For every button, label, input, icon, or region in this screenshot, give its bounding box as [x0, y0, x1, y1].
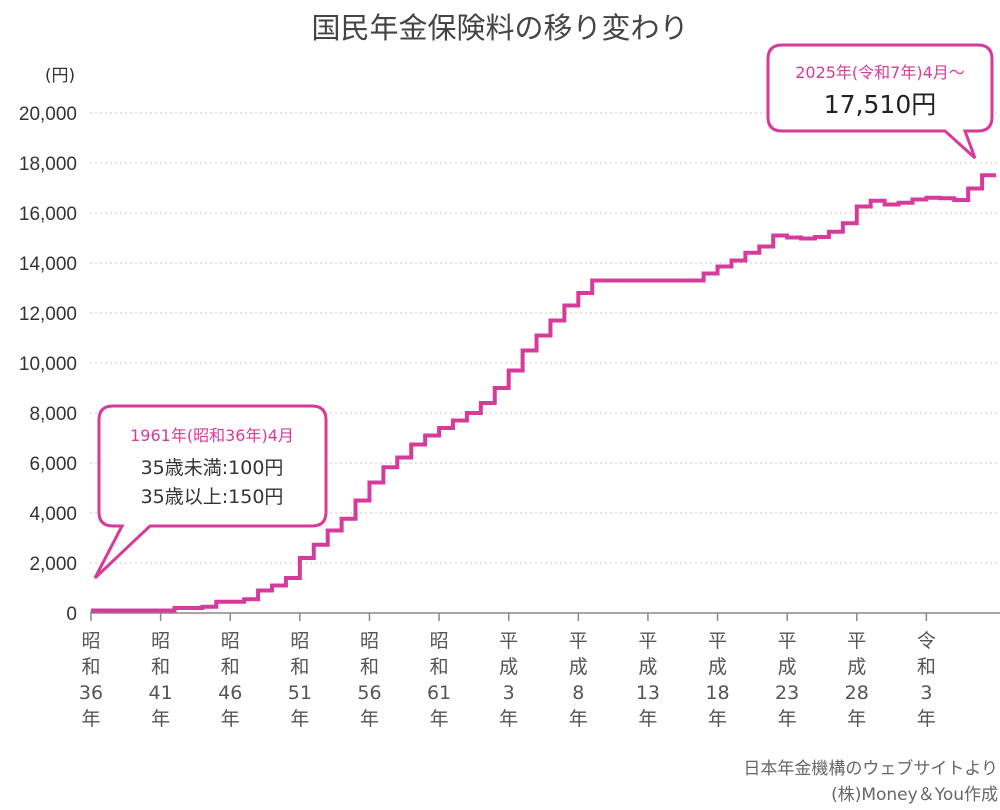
x-tick-label: 昭和 61 年: [427, 630, 451, 730]
x-tick-label-part: 令: [917, 630, 936, 652]
y-tick-label: 4,000: [29, 504, 77, 525]
x-tick-label-part: 年: [917, 708, 936, 730]
x-tick-label-part: 年: [151, 708, 170, 730]
x-tick-label-part: 平: [569, 630, 588, 652]
x-tick-label: 平成 18 年: [705, 630, 729, 730]
y-tick-label: 2,000: [29, 554, 77, 575]
y-tick-label: 20,000: [19, 104, 77, 125]
x-tick-label: 昭和 51 年: [288, 630, 312, 730]
x-tick-label-part: 23: [775, 682, 799, 704]
x-tick-label-part: 年: [81, 708, 100, 730]
y-tick-label: 12,000: [19, 304, 77, 325]
x-tick-label-part: 3: [503, 682, 515, 704]
callout-end: 2025年(令和7年)4月〜 17,510円: [766, 43, 994, 160]
y-tick-label: 8,000: [29, 404, 77, 425]
x-tick-label-part: 13: [636, 682, 660, 704]
y-tick-label: 10,000: [19, 354, 77, 375]
x-tick-label-part: 和: [290, 656, 309, 678]
x-tick-label-part: 3: [920, 682, 932, 704]
callout-start-bubble: [93, 404, 328, 580]
x-tick-label: 平成 3 年: [499, 630, 518, 730]
x-tick-label-part: 和: [430, 656, 449, 678]
callout-end-value: 17,510円: [824, 90, 936, 119]
x-tick-label: 昭和 36 年: [79, 630, 103, 730]
x-tick-label-part: 平: [708, 630, 727, 652]
source-line-1: 日本年金機構のウェブサイトより: [743, 758, 998, 779]
x-tick-label-part: 年: [708, 708, 727, 730]
x-tick-label-part: 年: [778, 708, 797, 730]
x-tick-label-part: 昭: [290, 630, 309, 652]
x-tick-label: 昭和 46 年: [218, 630, 242, 730]
x-tick-label-part: 年: [638, 708, 657, 730]
x-tick-label-part: 18: [705, 682, 729, 704]
x-tick-label-part: 61: [427, 682, 451, 704]
x-tick-label-part: 41: [149, 682, 173, 704]
x-tick-labels: 昭和36年昭和41年昭和46年昭和51年昭和56年昭和61年平成3年平成8年平成…: [79, 613, 936, 730]
x-tick-label: 平成 13 年: [636, 630, 660, 730]
x-tick-label-part: 成: [638, 656, 657, 678]
x-tick-label-part: 平: [847, 630, 866, 652]
x-tick-label-part: 年: [360, 708, 379, 730]
x-tick-label-part: 成: [778, 656, 797, 678]
x-tick-label-part: 年: [847, 708, 866, 730]
x-tick-label-part: 36: [79, 682, 103, 704]
x-tick-label-part: 昭: [81, 630, 100, 652]
x-tick-label-part: 和: [221, 656, 240, 678]
series-line: [91, 173, 996, 613]
x-tick-label-part: 昭: [430, 630, 449, 652]
x-tick-label-part: 平: [778, 630, 797, 652]
x-tick-label-part: 年: [569, 708, 588, 730]
x-tick-label-part: 56: [357, 682, 381, 704]
x-tick-label-part: 8: [572, 682, 584, 704]
x-tick-label: 昭和 41 年: [149, 630, 173, 730]
x-tick-label: 昭和 56 年: [357, 630, 381, 730]
x-tick-label-part: 昭: [151, 630, 170, 652]
callout-end-header: 2025年(令和7年)4月〜: [795, 63, 965, 82]
x-tick-label-part: 和: [151, 656, 170, 678]
x-tick-label-part: 昭: [221, 630, 240, 652]
x-tick-label-part: 年: [221, 708, 240, 730]
y-tick-label: 16,000: [19, 204, 77, 225]
x-tick-label-part: 年: [290, 708, 309, 730]
x-tick-label-part: 和: [360, 656, 379, 678]
x-tick-label: 平成 8 年: [569, 630, 588, 730]
x-tick-label-part: 28: [845, 682, 869, 704]
x-tick-label: 平成 28 年: [845, 630, 869, 730]
x-tick-label-part: 和: [917, 656, 936, 678]
x-tick-label-part: 昭: [360, 630, 379, 652]
x-tick-label: 平成 23 年: [775, 630, 799, 730]
x-tick-label-part: 成: [569, 656, 588, 678]
source-line-2: (株)Money＆You作成: [831, 785, 998, 805]
x-tick-label-part: 成: [847, 656, 866, 678]
callout-start-line-2: 35歳以上:150円: [141, 486, 284, 508]
x-tick-label-part: 平: [499, 630, 518, 652]
y-tick-labels: 0 2,000 4,000 6,000 8,000 10,000 12,000 14,000 1…: [19, 104, 77, 625]
callout-end-bubble: [766, 43, 994, 160]
x-tick-label-part: 成: [499, 656, 518, 678]
x-tick-label: 令和 3 年: [917, 630, 936, 730]
chart-title: 国民年金保険料の移り変わり: [311, 11, 688, 45]
callout-start-header: 1961年(昭和36年)4月: [130, 426, 294, 445]
y-tick-label: 6,000: [29, 454, 77, 475]
x-tick-label-part: 年: [430, 708, 449, 730]
y-tick-label: 0: [66, 604, 77, 625]
x-tick-label-part: 年: [499, 708, 518, 730]
callout-start: 1961年(昭和36年)4月 35歳未満:100円 35歳以上:150円: [93, 404, 328, 580]
y-tick-label: 18,000: [19, 154, 77, 175]
x-tick-label-part: 和: [81, 656, 100, 678]
y-axis-unit-label: (円): [45, 66, 75, 86]
x-tick-label-part: 46: [218, 682, 242, 704]
callout-start-line-1: 35歳未満:100円: [141, 457, 284, 479]
x-tick-label-part: 51: [288, 682, 312, 704]
x-tick-label-part: 平: [638, 630, 657, 652]
x-tick-label-part: 成: [708, 656, 727, 678]
y-tick-label: 14,000: [19, 254, 77, 275]
